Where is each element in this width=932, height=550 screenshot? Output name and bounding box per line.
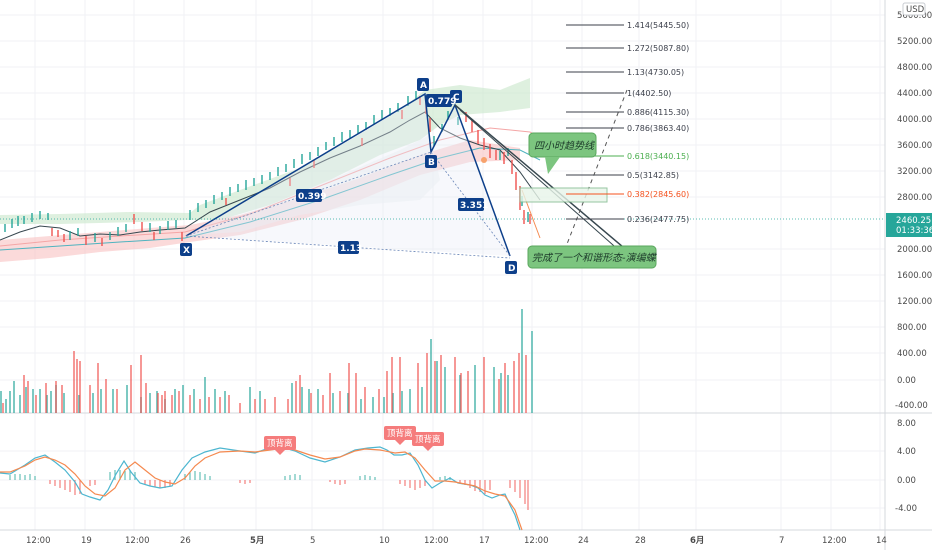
svg-text:-4.00: -4.00 xyxy=(895,504,917,514)
fib-label: 0.618(3440.15) xyxy=(627,152,689,161)
svg-text:完成了一个和谐形态-演编蝶: 完成了一个和谐形态-演编蝶 xyxy=(532,252,658,264)
divergence-label-2: 顶背离 xyxy=(384,426,416,445)
svg-text:1.13: 1.13 xyxy=(340,244,362,254)
fib-label: 0.786(3863.40) xyxy=(627,124,689,133)
harmonic-point-x[interactable]: X xyxy=(180,243,192,256)
macd-histogram xyxy=(9,470,529,510)
svg-text:3600.00: 3600.00 xyxy=(897,141,932,151)
svg-text:24: 24 xyxy=(578,536,589,546)
svg-text:顶背离: 顶背离 xyxy=(387,428,413,439)
divergence-label-1: 顶背离 xyxy=(264,436,296,455)
fib-trend-line[interactable] xyxy=(559,89,628,263)
ma-dark xyxy=(0,111,541,241)
svg-text:0.00: 0.00 xyxy=(897,476,916,486)
svg-text:1600.00: 1600.00 xyxy=(897,271,932,281)
svg-text:0.399: 0.399 xyxy=(298,192,326,202)
macd-line xyxy=(0,446,521,531)
trend-note-callout[interactable]: 四小时趋势线 xyxy=(528,132,597,174)
svg-text:28: 28 xyxy=(635,536,646,546)
ratio-xb: 0.399 xyxy=(296,189,326,202)
price-axis[interactable]: 5600.00 5200.00 4800.00 4400.00 4000.00 … xyxy=(897,11,932,307)
svg-text:2800.00: 2800.00 xyxy=(897,193,932,203)
fib-label: 1.414(5445.50) xyxy=(627,21,689,30)
svg-text:4400.00: 4400.00 xyxy=(897,89,932,99)
harmonic-point-b[interactable]: B xyxy=(425,155,437,168)
svg-text:5200.00: 5200.00 xyxy=(897,37,932,47)
svg-text:12:00: 12:00 xyxy=(125,536,150,546)
harmonic-point-d[interactable]: D xyxy=(505,261,517,274)
fib-label: 1.272(5087.80) xyxy=(627,44,689,53)
fib-label: 0.236(2477.75) xyxy=(627,215,689,224)
fibonacci-levels[interactable]: 1.414(5445.50) 1.272(5087.80) 1.13(4730.… xyxy=(566,21,689,224)
svg-text:4.00: 4.00 xyxy=(897,447,916,457)
svg-text:C: C xyxy=(453,93,460,103)
band-gray xyxy=(190,135,440,235)
last-price-badge: 2460.25 01:33:36 xyxy=(886,213,932,237)
svg-text:4800.00: 4800.00 xyxy=(897,63,932,73)
svg-text:5: 5 xyxy=(310,536,315,546)
trend-line-2[interactable] xyxy=(459,109,631,261)
svg-text:7: 7 xyxy=(779,536,784,546)
harmonic-point-c[interactable]: C xyxy=(450,90,462,103)
svg-text:6月: 6月 xyxy=(690,536,704,546)
svg-text:800.00: 800.00 xyxy=(897,323,927,333)
fib-label: 0.5(3142.85) xyxy=(627,171,679,180)
svg-text:14: 14 xyxy=(876,536,887,546)
fib-label: 0.382(2845.60) xyxy=(627,190,689,199)
svg-text:12:00: 12:00 xyxy=(424,536,449,546)
macd-axis[interactable]: 8.00 4.00 0.00 -4.00 xyxy=(895,419,917,514)
pattern-note-callout[interactable]: 完成了一个和谐形态-演编蝶 xyxy=(527,245,658,269)
svg-text:B: B xyxy=(428,158,435,168)
fib-zone-box[interactable] xyxy=(519,187,608,203)
svg-text:5月: 5月 xyxy=(250,536,264,546)
divergence-label-3: 顶背离 xyxy=(412,432,444,451)
cloud-green xyxy=(0,78,530,224)
fib-label: 1.13(4730.05) xyxy=(627,68,684,77)
svg-text:顶背离: 顶背离 xyxy=(267,438,293,449)
svg-text:17: 17 xyxy=(479,536,490,546)
grid xyxy=(0,0,885,530)
ratio-bd: 3.351 xyxy=(458,198,488,211)
fib-label: 0.886(4115.30) xyxy=(627,108,689,117)
svg-text:4000.00: 4000.00 xyxy=(897,115,932,125)
svg-text:D: D xyxy=(508,264,515,274)
ratio-xd: 1.13 xyxy=(338,241,362,254)
svg-text:2460.25: 2460.25 xyxy=(896,216,931,226)
time-axis[interactable]: 12:00 19 12:00 26 5月 5 10 12:00 17 12:00… xyxy=(26,536,887,546)
svg-text:顶背离: 顶背离 xyxy=(415,434,441,445)
trend-line[interactable] xyxy=(454,104,637,259)
svg-text:USD: USD xyxy=(906,5,925,15)
svg-text:400.00: 400.00 xyxy=(897,349,927,359)
svg-text:0.779: 0.779 xyxy=(428,97,456,107)
fib-label: 1(4402.50) xyxy=(627,89,671,98)
svg-text:26: 26 xyxy=(180,536,191,546)
volume-axis[interactable]: 800.00 400.00 0.00 -400.00 xyxy=(895,323,928,411)
volume-bars xyxy=(0,309,533,413)
svg-text:四小时趋势线: 四小时趋势线 xyxy=(534,140,595,152)
ratio-ac: 0.779 xyxy=(426,94,456,107)
svg-text:12:00: 12:00 xyxy=(822,536,847,546)
svg-text:12:00: 12:00 xyxy=(26,536,51,546)
svg-text:X: X xyxy=(183,246,190,256)
svg-text:-400.00: -400.00 xyxy=(895,401,928,411)
svg-text:19: 19 xyxy=(81,536,92,546)
candlesticks xyxy=(4,91,531,246)
svg-text:01:33:36: 01:33:36 xyxy=(896,226,932,236)
svg-text:3200.00: 3200.00 xyxy=(897,167,932,177)
signal-dot xyxy=(481,157,487,163)
svg-text:10: 10 xyxy=(379,536,390,546)
svg-text:12:00: 12:00 xyxy=(524,536,549,546)
svg-text:5600.00: 5600.00 xyxy=(897,11,932,21)
svg-text:8.00: 8.00 xyxy=(897,419,916,429)
signal-line xyxy=(0,447,523,531)
harmonic-point-a[interactable]: A xyxy=(417,78,429,91)
ma-pink xyxy=(0,127,546,247)
svg-text:0.00: 0.00 xyxy=(897,376,916,386)
svg-text:2000.00: 2000.00 xyxy=(897,245,932,255)
svg-text:1200.00: 1200.00 xyxy=(897,297,932,307)
svg-text:3.351: 3.351 xyxy=(460,201,488,211)
svg-text:A: A xyxy=(420,81,427,91)
usd-badge[interactable]: USD xyxy=(902,2,926,16)
